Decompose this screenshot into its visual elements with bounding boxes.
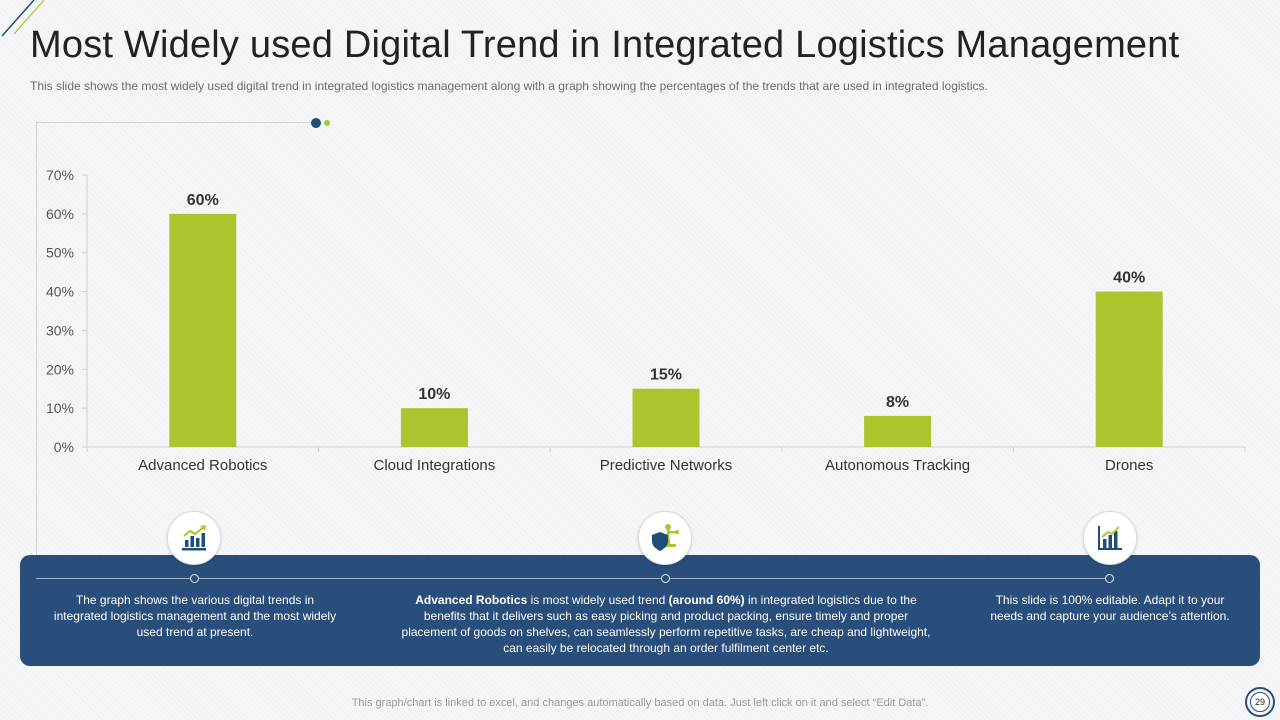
connector-line — [36, 578, 1114, 579]
page-number-badge: 29 — [1245, 687, 1275, 717]
note-middle: Advanced Robotics is most widely used tr… — [396, 592, 936, 656]
bar-value-label: 8% — [886, 394, 909, 411]
bar[interactable] — [169, 213, 237, 447]
bar[interactable] — [864, 415, 932, 447]
y-tick-label: 60% — [46, 206, 74, 222]
slide-title: Most Widely used Digital Trend in Integr… — [30, 24, 1180, 66]
note-left: The graph shows the various digital tren… — [53, 593, 337, 639]
x-tick-label: Drones — [1105, 457, 1153, 474]
y-tick-label: 0% — [54, 439, 74, 455]
y-tick-label: 10% — [46, 400, 74, 416]
note-right: This slide is 100% editable. Adapt it to… — [990, 593, 1230, 623]
x-tick-label: Autonomous Tracking — [825, 457, 970, 474]
bar-value-label: 40% — [1113, 270, 1145, 287]
y-tick-label: 40% — [46, 284, 74, 300]
bar-chart-icon — [1083, 511, 1137, 565]
x-tick-label: Predictive Networks — [600, 457, 733, 474]
note-middle-text-1: is most widely used trend — [527, 593, 669, 607]
robot-shield-icon — [638, 511, 692, 565]
footer-note: This graph/chart is linked to excel, and… — [351, 697, 929, 709]
info-panel — [20, 555, 1260, 666]
x-tick-label: Cloud Integrations — [374, 457, 496, 474]
connector-node-middle — [661, 574, 670, 583]
connector-node-right — [1105, 574, 1114, 583]
frame-left-line — [36, 122, 37, 578]
frame-dot-green — [324, 120, 330, 126]
growth-chart-icon — [167, 511, 221, 565]
bar[interactable] — [400, 408, 468, 447]
corner-accent-line — [1, 0, 45, 37]
bar-value-label: 15% — [650, 367, 682, 384]
bar-value-label: 60% — [187, 192, 219, 209]
y-tick-label: 70% — [46, 167, 74, 183]
y-tick-label: 50% — [46, 245, 74, 261]
bar[interactable] — [632, 388, 700, 447]
bar-value-label: 10% — [418, 386, 450, 403]
y-tick-label: 20% — [46, 361, 74, 377]
slide-subtitle: This slide shows the most widely used di… — [30, 79, 988, 93]
note-middle-text-2: in integrated logistics due to the benef… — [401, 593, 931, 655]
page-number: 29 — [1250, 692, 1270, 712]
y-tick-label: 30% — [46, 322, 74, 338]
connector-node-left — [190, 574, 199, 583]
note-middle-bold-percent: (around 60%) — [668, 593, 745, 607]
bar-chart[interactable]: 0% 10% 20% 30% 40% 50% 60% 70% 60% Advanced Robot… — [0, 0, 1280, 500]
frame-dot-dark — [311, 118, 321, 128]
bar[interactable] — [1095, 291, 1163, 447]
frame-top-line — [36, 122, 314, 123]
x-tick-label: Advanced Robotics — [138, 457, 267, 474]
note-middle-bold-trend: Advanced Robotics — [415, 593, 528, 607]
